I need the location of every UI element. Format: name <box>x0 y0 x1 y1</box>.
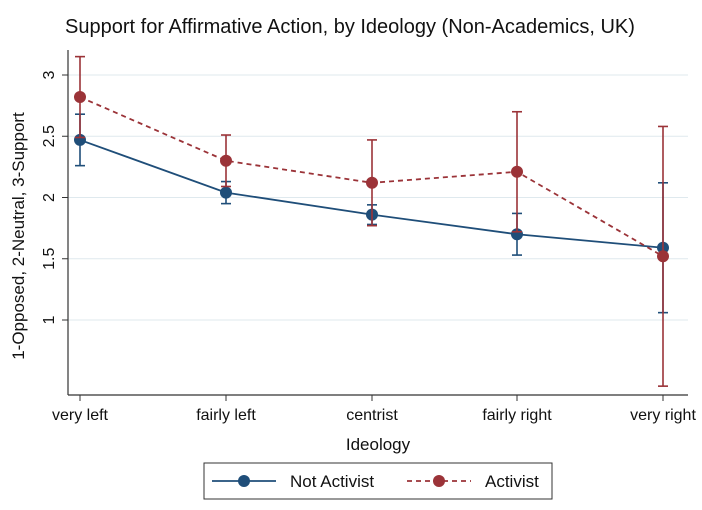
x-tick-label: very left <box>52 407 109 424</box>
series-activist <box>74 55 669 387</box>
y-tick-label: 2 <box>41 193 58 202</box>
data-point <box>366 176 378 189</box>
legend-label: Not Activist <box>290 472 374 491</box>
y-axis-label: 1-Opposed, 2-Neutral, 3-Support <box>9 112 28 360</box>
chart-title: Support for Affirmative Action, by Ideol… <box>65 16 635 38</box>
data-point <box>220 154 232 167</box>
legend: Not Activist Activist <box>203 462 553 500</box>
axes: 1 1.5 2 2.5 3 very left fairly left centrist fai… <box>41 50 696 424</box>
legend-marker <box>238 475 250 487</box>
data-point <box>511 165 523 178</box>
x-tick-label: centrist <box>346 407 398 424</box>
data-point <box>657 250 669 263</box>
data-point <box>220 186 232 199</box>
y-tick-label: 2.5 <box>41 125 58 147</box>
series-group <box>74 55 669 387</box>
x-tick-label: fairly left <box>196 407 256 424</box>
x-tick-label: fairly right <box>482 407 552 424</box>
y-tick-label: 1.5 <box>41 248 58 270</box>
legend-label: Activist <box>485 472 539 491</box>
y-tick-label: 3 <box>41 70 58 79</box>
x-tick-label: very right <box>630 407 696 424</box>
y-tick-label: 1 <box>41 315 58 324</box>
gridlines <box>68 74 688 321</box>
data-point <box>74 91 86 104</box>
x-axis-label: Ideology <box>346 435 411 454</box>
legend-marker <box>433 475 445 487</box>
